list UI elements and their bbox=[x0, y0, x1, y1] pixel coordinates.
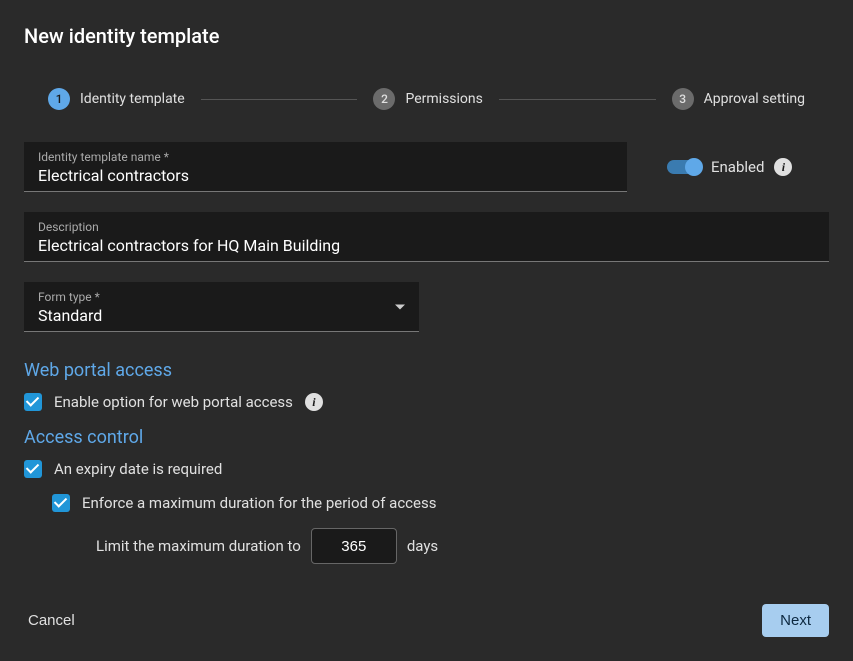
info-icon[interactable]: i bbox=[774, 158, 792, 176]
web-portal-option-label: Enable option for web portal access bbox=[54, 393, 293, 411]
dialog-footer: Cancel Next bbox=[24, 588, 829, 637]
info-icon[interactable]: i bbox=[305, 393, 323, 411]
web-portal-checkbox[interactable] bbox=[24, 393, 42, 411]
step-number: 3 bbox=[672, 88, 694, 110]
template-name-field[interactable]: Identity template name * bbox=[24, 142, 627, 192]
max-duration-input[interactable] bbox=[311, 528, 397, 564]
form-type-value: Standard bbox=[38, 306, 405, 325]
field-label: Identity template name * bbox=[38, 150, 613, 164]
step-number: 1 bbox=[48, 88, 70, 110]
enforce-max-duration-label: Enforce a maximum duration for the perio… bbox=[82, 494, 436, 512]
stepper: 1 Identity template 2 Permissions 3 Appr… bbox=[24, 88, 829, 110]
dialog-title: New identity template bbox=[24, 24, 829, 48]
template-name-input[interactable] bbox=[38, 166, 613, 185]
step-approval-setting[interactable]: 3 Approval setting bbox=[672, 88, 805, 110]
step-permissions[interactable]: 2 Permissions bbox=[373, 88, 482, 110]
step-identity-template[interactable]: 1 Identity template bbox=[48, 88, 185, 110]
expiry-required-row: An expiry date is required bbox=[24, 460, 829, 478]
access-control-heading: Access control bbox=[24, 427, 829, 448]
enabled-toggle-group: Enabled i bbox=[667, 158, 792, 176]
description-input[interactable] bbox=[38, 236, 815, 255]
step-label: Permissions bbox=[405, 91, 482, 107]
step-connector bbox=[499, 99, 656, 100]
expiry-required-checkbox[interactable] bbox=[24, 460, 42, 478]
max-duration-row: Limit the maximum duration to days bbox=[96, 528, 829, 564]
web-portal-heading: Web portal access bbox=[24, 360, 829, 381]
enforce-max-duration-checkbox[interactable] bbox=[52, 494, 70, 512]
cancel-button[interactable]: Cancel bbox=[24, 604, 79, 637]
description-field[interactable]: Description bbox=[24, 212, 829, 262]
field-label: Form type * bbox=[38, 290, 405, 304]
next-button[interactable]: Next bbox=[762, 604, 829, 637]
form-type-select[interactable]: Form type * Standard bbox=[24, 282, 419, 332]
toggle-knob bbox=[685, 158, 703, 176]
chevron-down-icon bbox=[395, 304, 405, 309]
web-portal-option-row: Enable option for web portal access i bbox=[24, 393, 829, 411]
step-label: Identity template bbox=[80, 91, 185, 107]
limit-suffix: days bbox=[407, 537, 438, 555]
step-connector bbox=[201, 99, 358, 100]
step-number: 2 bbox=[373, 88, 395, 110]
new-identity-template-dialog: New identity template 1 Identity templat… bbox=[0, 0, 853, 661]
enabled-label: Enabled bbox=[711, 158, 764, 176]
enabled-toggle[interactable] bbox=[667, 160, 701, 174]
step-label: Approval setting bbox=[704, 91, 805, 107]
limit-prefix: Limit the maximum duration to bbox=[96, 537, 301, 555]
enforce-max-duration-row: Enforce a maximum duration for the perio… bbox=[52, 494, 829, 512]
expiry-required-label: An expiry date is required bbox=[54, 460, 222, 478]
field-label: Description bbox=[38, 220, 815, 234]
